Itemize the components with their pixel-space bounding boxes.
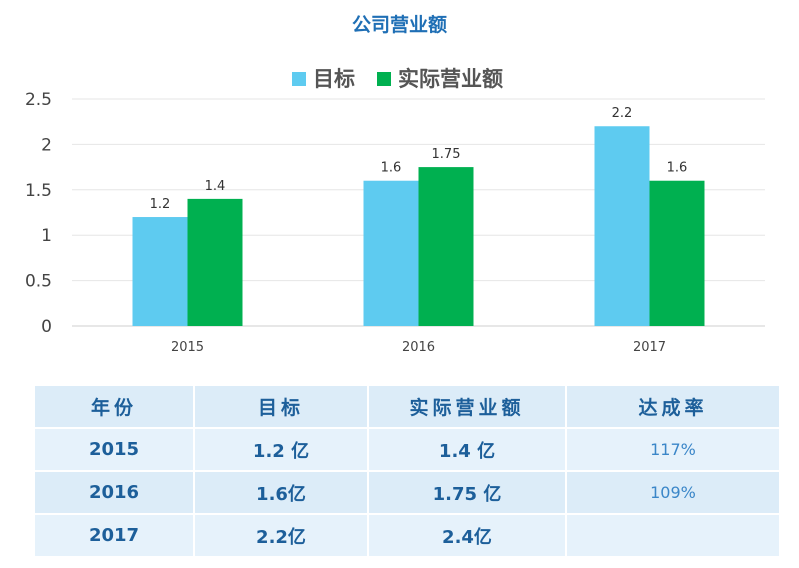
cell-year: 2016 xyxy=(35,472,195,515)
cell-year: 2017 xyxy=(35,515,195,558)
header-actual: 实际营业额 xyxy=(369,386,567,429)
data-label: 1.6 xyxy=(381,161,402,176)
data-label: 1.4 xyxy=(205,179,226,194)
cell-actual: 1.4 亿 xyxy=(369,429,567,472)
legend-swatch xyxy=(292,72,306,86)
bars xyxy=(132,126,705,327)
y-tick-label: 0.5 xyxy=(25,272,52,292)
y-tick-label: 2.5 xyxy=(25,90,52,110)
summary-table: 年份 目标 实际营业额 达成率 2015 1.2 亿 1.4 亿 117% 20… xyxy=(35,386,781,558)
legend-swatch xyxy=(377,72,391,86)
table-row: 2016 1.6亿 1.75 亿 109% xyxy=(35,472,781,515)
bar-chart: 目标 实际营业额 0 0.5 1 1.5 2 2.5 1.2 1.4 1.6 1.75 2.2 1.6… xyxy=(25,67,765,355)
cell-actual: 2.4亿 xyxy=(369,515,567,558)
data-labels: 1.2 1.4 1.6 1.75 2.2 1.6 xyxy=(150,106,688,212)
x-axis-ticks: 2015 2016 2017 xyxy=(171,340,666,355)
bar xyxy=(132,217,188,326)
cell-target: 1.6亿 xyxy=(195,472,369,515)
table-header-row: 年份 目标 实际营业额 达成率 xyxy=(35,386,781,429)
x-tick-label: 2016 xyxy=(402,340,435,355)
bar xyxy=(594,126,650,327)
y-axis-ticks: 0 0.5 1 1.5 2 2.5 xyxy=(25,90,52,337)
data-label: 1.6 xyxy=(667,161,688,176)
header-target: 目标 xyxy=(195,386,369,429)
cell-target: 1.2 亿 xyxy=(195,429,369,472)
data-label: 1.75 xyxy=(432,147,461,162)
y-tick-label: 0 xyxy=(41,317,52,337)
x-tick-label: 2015 xyxy=(171,340,204,355)
cell-actual: 1.75 亿 xyxy=(369,472,567,515)
header-rate: 达成率 xyxy=(567,386,781,429)
table-row: 2017 2.2亿 2.4亿 xyxy=(35,515,781,558)
bar xyxy=(418,167,474,326)
legend-label: 目标 xyxy=(313,67,355,91)
chart-title: 公司营业额 xyxy=(351,14,447,36)
header-year: 年份 xyxy=(35,386,195,429)
legend-label: 实际营业额 xyxy=(398,67,503,91)
cell-year: 2015 xyxy=(35,429,195,472)
data-label: 2.2 xyxy=(612,106,633,121)
legend: 目标 实际营业额 xyxy=(292,67,503,91)
cell-rate xyxy=(567,515,781,558)
data-label: 1.2 xyxy=(150,197,171,212)
cell-rate: 117% xyxy=(567,429,781,472)
x-tick-label: 2017 xyxy=(633,340,666,355)
y-tick-label: 1 xyxy=(41,226,52,246)
table-row: 2015 1.2 亿 1.4 亿 117% xyxy=(35,429,781,472)
bar xyxy=(649,180,705,326)
y-tick-label: 1.5 xyxy=(25,181,52,201)
bar xyxy=(187,198,243,326)
bar xyxy=(363,180,419,326)
y-tick-label: 2 xyxy=(41,135,52,155)
cell-target: 2.2亿 xyxy=(195,515,369,558)
cell-rate: 109% xyxy=(567,472,781,515)
